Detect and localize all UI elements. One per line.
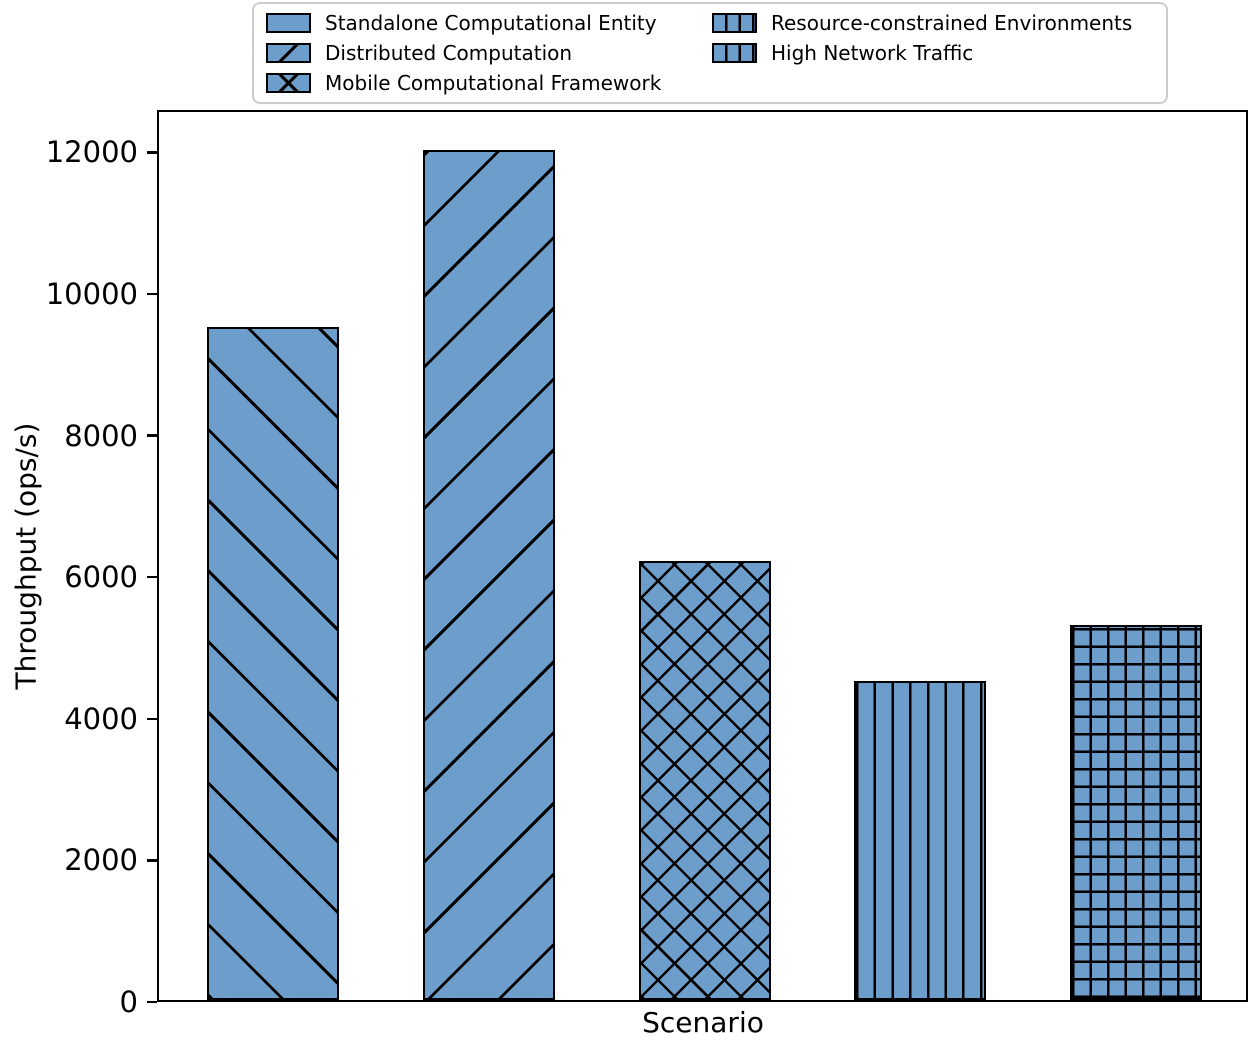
y-tick-mark-6000 (147, 575, 157, 579)
legend-item-mobile-computational-framework: Mobile Computational Framework (266, 71, 712, 95)
bar-high-network-traffic (1070, 624, 1203, 1000)
legend-label: Distributed Computation (325, 41, 573, 65)
legend-label: Standalone Computational Entity (325, 11, 657, 35)
bar-standalone-computational-entity (206, 327, 339, 1000)
y-tick-label-12000: 12000 (45, 135, 138, 170)
legend-label: High Network Traffic (771, 41, 974, 65)
legend-item-resource-constrained-environments: Resource-constrained Environments (712, 11, 1166, 35)
legend-swatch-backslash-hatch-icon (266, 13, 311, 33)
y-tick-mark-12000 (147, 151, 157, 154)
y-tick-label-6000: 6000 (64, 560, 138, 595)
y-axis-label: Throughput (ops/s) (9, 422, 43, 690)
y-tick-mark-4000 (147, 717, 157, 721)
x-axis-label: Scenario (642, 1006, 764, 1039)
legend-item-high-network-traffic: High Network Traffic (712, 41, 1166, 65)
legend: Standalone Computational Entity Distribut… (252, 2, 1168, 104)
y-tick-mark-2000 (147, 859, 157, 862)
y-tick-mark-0 (147, 1000, 157, 1004)
bar-resource-constrained-environments (854, 681, 987, 1000)
y-tick-label-0: 0 (119, 985, 138, 1019)
y-tick-mark-10000 (147, 292, 157, 296)
legend-swatch-cross-hatch-icon (266, 73, 311, 93)
y-tick-mark-8000 (147, 434, 157, 437)
legend-swatch-slash-hatch-icon (266, 43, 311, 63)
legend-label: Mobile Computational Framework (325, 71, 662, 95)
bar-mobile-computational-framework (638, 561, 771, 1000)
plot-area (157, 110, 1248, 1002)
y-tick-label-10000: 10000 (45, 277, 138, 312)
legend-item-distributed-computation: Distributed Computation (266, 41, 712, 65)
y-tick-label-8000: 8000 (64, 418, 138, 453)
legend-swatch-vertical-hatch-icon (712, 13, 757, 33)
y-tick-label-2000: 2000 (64, 843, 138, 878)
legend-label: Resource-constrained Environments (771, 11, 1133, 35)
legend-swatch-grid-hatch-icon (712, 43, 757, 63)
bar-distributed-computation (422, 150, 555, 1000)
legend-grid: Standalone Computational Entity Distribut… (254, 4, 1166, 98)
y-tick-label-4000: 4000 (64, 701, 138, 736)
legend-item-standalone-computational-entity: Standalone Computational Entity (266, 11, 712, 35)
